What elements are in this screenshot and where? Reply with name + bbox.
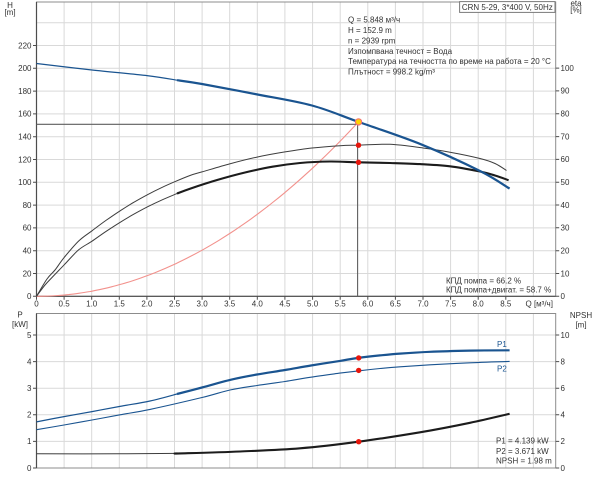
svg-text:CRN 5-29, 3*400 V, 50Hz: CRN 5-29, 3*400 V, 50Hz <box>462 3 553 12</box>
svg-text:P: P <box>17 311 22 320</box>
svg-text:80: 80 <box>561 110 570 119</box>
svg-text:2: 2 <box>561 437 566 446</box>
svg-text:КПД помпа = 66.2 %: КПД помпа = 66.2 % <box>446 276 521 285</box>
svg-text:10: 10 <box>561 269 570 278</box>
svg-text:Q = 5.848 м³/ч: Q = 5.848 м³/ч <box>348 15 400 24</box>
svg-text:220: 220 <box>18 41 32 50</box>
svg-text:2: 2 <box>27 411 32 420</box>
svg-text:8.0: 8.0 <box>473 300 485 309</box>
svg-text:0: 0 <box>34 300 39 309</box>
svg-text:5: 5 <box>27 331 32 340</box>
svg-text:30: 30 <box>561 224 570 233</box>
svg-text:P2: P2 <box>497 365 507 374</box>
svg-text:[m]: [m] <box>575 321 586 330</box>
svg-text:4: 4 <box>27 357 32 366</box>
svg-text:P2 = 3.671 kW: P2 = 3.671 kW <box>496 447 549 456</box>
svg-text:Температура на течността по вр: Температура на течността по време на раб… <box>348 57 551 66</box>
svg-text:7.5: 7.5 <box>445 300 457 309</box>
svg-text:20: 20 <box>23 269 32 278</box>
svg-text:H: H <box>7 1 13 10</box>
svg-text:60: 60 <box>23 224 32 233</box>
svg-text:60: 60 <box>561 155 570 164</box>
svg-text:4.5: 4.5 <box>279 300 291 309</box>
svg-text:0: 0 <box>27 292 32 301</box>
svg-text:50: 50 <box>561 178 570 187</box>
svg-text:NPSH: NPSH <box>570 311 592 320</box>
svg-text:P1: P1 <box>497 340 507 349</box>
svg-text:6.5: 6.5 <box>390 300 402 309</box>
svg-text:200: 200 <box>18 64 32 73</box>
svg-text:NPSH = 1.98 m: NPSH = 1.98 m <box>496 457 552 466</box>
svg-text:20: 20 <box>561 247 570 256</box>
svg-text:P1 = 4.139 kW: P1 = 4.139 kW <box>496 437 549 446</box>
svg-text:[%]: [%] <box>570 6 582 15</box>
svg-text:3.0: 3.0 <box>197 300 209 309</box>
svg-text:eta: eta <box>570 0 582 8</box>
svg-text:1: 1 <box>27 437 32 446</box>
svg-text:n = 2939 rpm: n = 2939 rpm <box>348 36 396 45</box>
svg-text:1.5: 1.5 <box>114 300 126 309</box>
svg-text:120: 120 <box>18 155 32 164</box>
svg-text:0: 0 <box>27 464 32 473</box>
svg-text:H = 152.9 m: H = 152.9 m <box>348 26 392 35</box>
svg-text:10: 10 <box>561 331 570 340</box>
svg-text:8.5: 8.5 <box>500 300 512 309</box>
svg-text:Изпомпвана течност = Вода: Изпомпвана течност = Вода <box>348 47 453 56</box>
svg-text:[m]: [m] <box>4 8 15 17</box>
svg-text:4: 4 <box>561 411 566 420</box>
svg-text:70: 70 <box>561 132 570 141</box>
svg-text:4.0: 4.0 <box>252 300 264 309</box>
svg-text:7.0: 7.0 <box>417 300 429 309</box>
svg-text:140: 140 <box>18 133 32 142</box>
svg-text:3: 3 <box>27 384 32 393</box>
svg-text:0: 0 <box>561 464 566 473</box>
svg-text:1.0: 1.0 <box>86 300 98 309</box>
svg-text:90: 90 <box>561 87 570 96</box>
svg-text:3.5: 3.5 <box>224 300 236 309</box>
svg-text:0.5: 0.5 <box>59 300 71 309</box>
svg-text:100: 100 <box>561 64 575 73</box>
svg-text:8: 8 <box>561 357 566 366</box>
svg-text:80: 80 <box>23 201 32 210</box>
svg-text:[kW]: [kW] <box>12 320 28 329</box>
svg-text:Q [м³/ч]: Q [м³/ч] <box>526 300 553 309</box>
svg-text:2.0: 2.0 <box>141 300 153 309</box>
svg-text:6: 6 <box>561 384 566 393</box>
svg-text:2.5: 2.5 <box>169 300 181 309</box>
svg-text:КПД помпа+двигат. = 58.7 %: КПД помпа+двигат. = 58.7 % <box>446 285 551 294</box>
svg-text:0: 0 <box>561 292 566 301</box>
svg-text:180: 180 <box>18 87 32 96</box>
svg-text:6.0: 6.0 <box>362 300 374 309</box>
svg-text:40: 40 <box>561 201 570 210</box>
svg-text:40: 40 <box>23 247 32 256</box>
svg-text:100: 100 <box>18 178 32 187</box>
svg-text:160: 160 <box>18 110 32 119</box>
svg-text:5.5: 5.5 <box>335 300 347 309</box>
svg-text:Плътност = 998.2 kg/m³: Плътност = 998.2 kg/m³ <box>348 68 435 77</box>
svg-text:5.0: 5.0 <box>307 300 319 309</box>
